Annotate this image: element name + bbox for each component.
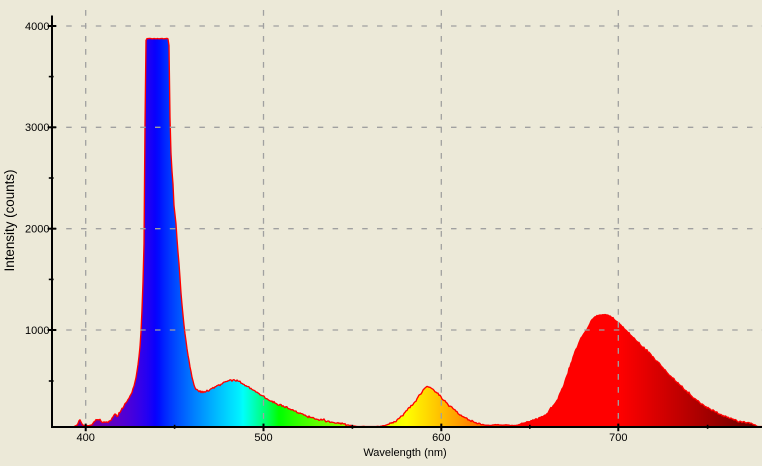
svg-text:Intensity (counts): Intensity (counts) (2, 170, 17, 272)
svg-text:Wavelength (nm): Wavelength (nm) (363, 447, 446, 459)
svg-text:500: 500 (254, 432, 272, 444)
svg-text:700: 700 (609, 432, 627, 444)
svg-text:2000: 2000 (25, 224, 49, 236)
svg-text:4000: 4000 (25, 21, 49, 33)
svg-text:400: 400 (77, 432, 95, 444)
svg-text:600: 600 (432, 432, 450, 444)
svg-text:1000: 1000 (25, 325, 49, 337)
svg-text:3000: 3000 (25, 122, 49, 134)
